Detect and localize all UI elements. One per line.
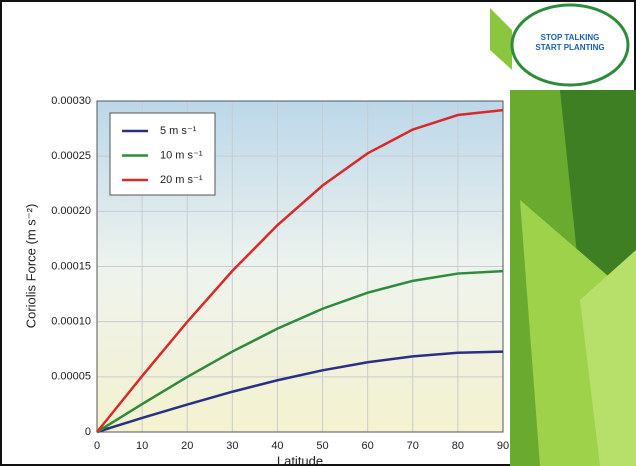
x-tick-label: 60	[362, 440, 374, 452]
x-tick-label: 30	[226, 440, 238, 452]
series-line	[96, 108, 504, 433]
x-tick-label: 40	[271, 440, 283, 452]
legend-label: 5 m s⁻¹	[160, 125, 197, 137]
legend-label: 10 m s⁻¹	[160, 149, 203, 161]
y-tick-label: 0.00005	[51, 371, 91, 383]
x-tick-label: 50	[316, 440, 328, 452]
logo-text: STOP TALKING	[541, 33, 600, 42]
y-tick-label: 0.00030	[51, 95, 91, 107]
y-tick-label: 0.00015	[51, 260, 91, 272]
plot-border	[96, 100, 504, 433]
series-line	[96, 350, 504, 434]
y-axis-label: Coriolis Force (m s⁻²)	[23, 204, 38, 329]
legend-box	[109, 112, 216, 196]
x-tick-label: 90	[497, 440, 509, 452]
y-tick-label: 0	[85, 426, 91, 438]
x-tick-label: 80	[452, 440, 464, 452]
y-tick-label: 0.00010	[51, 316, 91, 328]
x-tick-label: 0	[94, 440, 100, 452]
legend-label: 20 m s⁻¹	[160, 174, 203, 186]
decoration	[490, 8, 636, 466]
logo: STOP TALKING START PLANTING	[510, 3, 630, 87]
series-line	[96, 269, 504, 434]
x-tick-label: 20	[181, 440, 193, 452]
x-tick-label: 70	[407, 440, 419, 452]
x-axis-label: Latitude	[277, 453, 323, 466]
y-tick-label: 0.00020	[51, 205, 91, 217]
y-tick-label: 0.00025	[51, 150, 91, 162]
x-tick-label: 10	[136, 440, 148, 452]
logo-text: START PLANTING	[535, 43, 604, 52]
